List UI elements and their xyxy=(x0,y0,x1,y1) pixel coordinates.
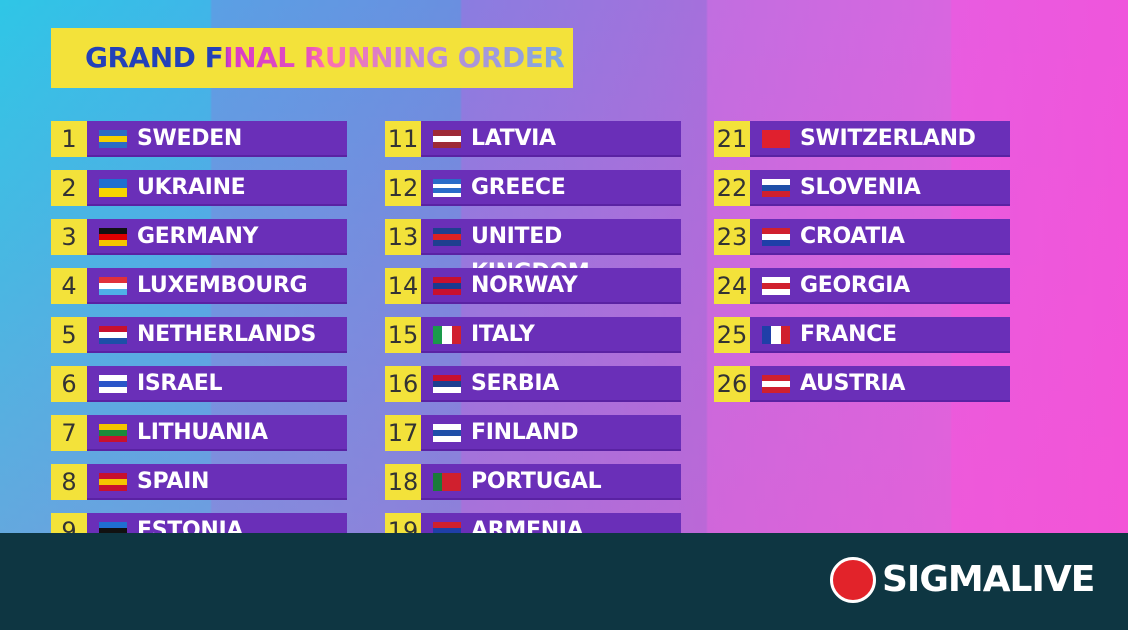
row-bar: SERBIA xyxy=(421,366,681,402)
row-number: 25 xyxy=(714,317,750,353)
row-bar: UKRAINE xyxy=(87,170,347,206)
row-number: 7 xyxy=(51,415,87,451)
country-name: LATVIA xyxy=(471,126,556,151)
country-name: LUXEMBOURG xyxy=(137,273,308,298)
country-name: NORWAY xyxy=(471,273,578,298)
row-bar: UNITED KINGDOM xyxy=(421,219,681,285)
flag xyxy=(433,424,461,442)
row-bar: NORWAY xyxy=(421,268,681,304)
row-number: 18 xyxy=(385,464,421,500)
row-number: 6 xyxy=(51,366,87,402)
row-number: 1 xyxy=(51,121,87,157)
country-name: FRANCE xyxy=(800,322,897,347)
row-bar: SWITZERLAND xyxy=(750,121,1010,157)
row-number: 26 xyxy=(714,366,750,402)
country-name: GEORGIA xyxy=(800,273,910,298)
country-name: SPAIN xyxy=(137,469,210,494)
country-name: GERMANY xyxy=(137,224,259,249)
row-bar: AUSTRIA xyxy=(750,366,1010,402)
flag xyxy=(433,130,461,148)
flag xyxy=(433,228,461,246)
row-bar: ISRAEL xyxy=(87,366,347,402)
row-number: 4 xyxy=(51,268,87,304)
logo: SIGMALIVE xyxy=(882,559,1095,600)
country-name: LITHUANIA xyxy=(137,420,268,445)
country-name: NETHERLANDS xyxy=(137,322,317,347)
flag xyxy=(433,375,461,393)
country-name: CROATIA xyxy=(800,224,905,249)
flag xyxy=(433,326,461,344)
flag xyxy=(762,179,790,197)
row-bar: LUXEMBOURG xyxy=(87,268,347,304)
row-number: 15 xyxy=(385,317,421,353)
country-name: AUSTRIA xyxy=(800,371,906,396)
country-name: ITALY xyxy=(471,322,535,347)
flag xyxy=(99,228,127,246)
title: GRAND FINAL RUNNING ORDER xyxy=(85,28,565,88)
row-number: 21 xyxy=(714,121,750,157)
flag xyxy=(762,375,790,393)
country-name: PORTUGAL xyxy=(471,469,602,494)
row-bar: SPAIN xyxy=(87,464,347,500)
row-number: 2 xyxy=(51,170,87,206)
row-number: 14 xyxy=(385,268,421,304)
row-number: 17 xyxy=(385,415,421,451)
row-bar: ITALY xyxy=(421,317,681,353)
row-number: 12 xyxy=(385,170,421,206)
flag xyxy=(762,130,790,148)
flag xyxy=(99,179,127,197)
flag xyxy=(762,277,790,295)
row-number: 8 xyxy=(51,464,87,500)
flag xyxy=(99,326,127,344)
flag xyxy=(762,326,790,344)
row-bar: NETHERLANDS xyxy=(87,317,347,353)
flag xyxy=(433,277,461,295)
row-number: 16 xyxy=(385,366,421,402)
title-box: GRAND FINAL RUNNING ORDER xyxy=(51,28,573,88)
row-bar: GEORGIA xyxy=(750,268,1010,304)
flag xyxy=(99,130,127,148)
row-bar: GREECE xyxy=(421,170,681,206)
footer: SIGMALIVE xyxy=(0,533,1128,630)
row-bar: FINLAND xyxy=(421,415,681,451)
flag xyxy=(99,473,127,491)
row-bar: FRANCE xyxy=(750,317,1010,353)
country-name: SERBIA xyxy=(471,371,559,396)
country-name: SLOVENIA xyxy=(800,175,921,200)
row-bar: SLOVENIA xyxy=(750,170,1010,206)
row-number: 13 xyxy=(385,219,421,255)
row-bar: SWEDEN xyxy=(87,121,347,157)
country-name: GREECE xyxy=(471,175,566,200)
flag xyxy=(99,277,127,295)
flag xyxy=(99,375,127,393)
row-number: 5 xyxy=(51,317,87,353)
country-name: FINLAND xyxy=(471,420,579,445)
flag xyxy=(433,473,461,491)
row-bar: LATVIA xyxy=(421,121,681,157)
country-name: SWEDEN xyxy=(137,126,243,151)
row-bar: LITHUANIA xyxy=(87,415,347,451)
row-number: 3 xyxy=(51,219,87,255)
flag xyxy=(433,179,461,197)
row-number: 23 xyxy=(714,219,750,255)
row-number: 11 xyxy=(385,121,421,157)
country-name: SWITZERLAND xyxy=(800,126,976,151)
country-name: UKRAINE xyxy=(137,175,246,200)
row-bar: CROATIA xyxy=(750,219,1010,255)
flag xyxy=(99,424,127,442)
row-bar: GERMANY xyxy=(87,219,347,255)
country-name: ISRAEL xyxy=(137,371,223,396)
row-number: 22 xyxy=(714,170,750,206)
row-bar: PORTUGAL xyxy=(421,464,681,500)
row-number: 24 xyxy=(714,268,750,304)
flag xyxy=(762,228,790,246)
logo-icon xyxy=(830,557,876,603)
